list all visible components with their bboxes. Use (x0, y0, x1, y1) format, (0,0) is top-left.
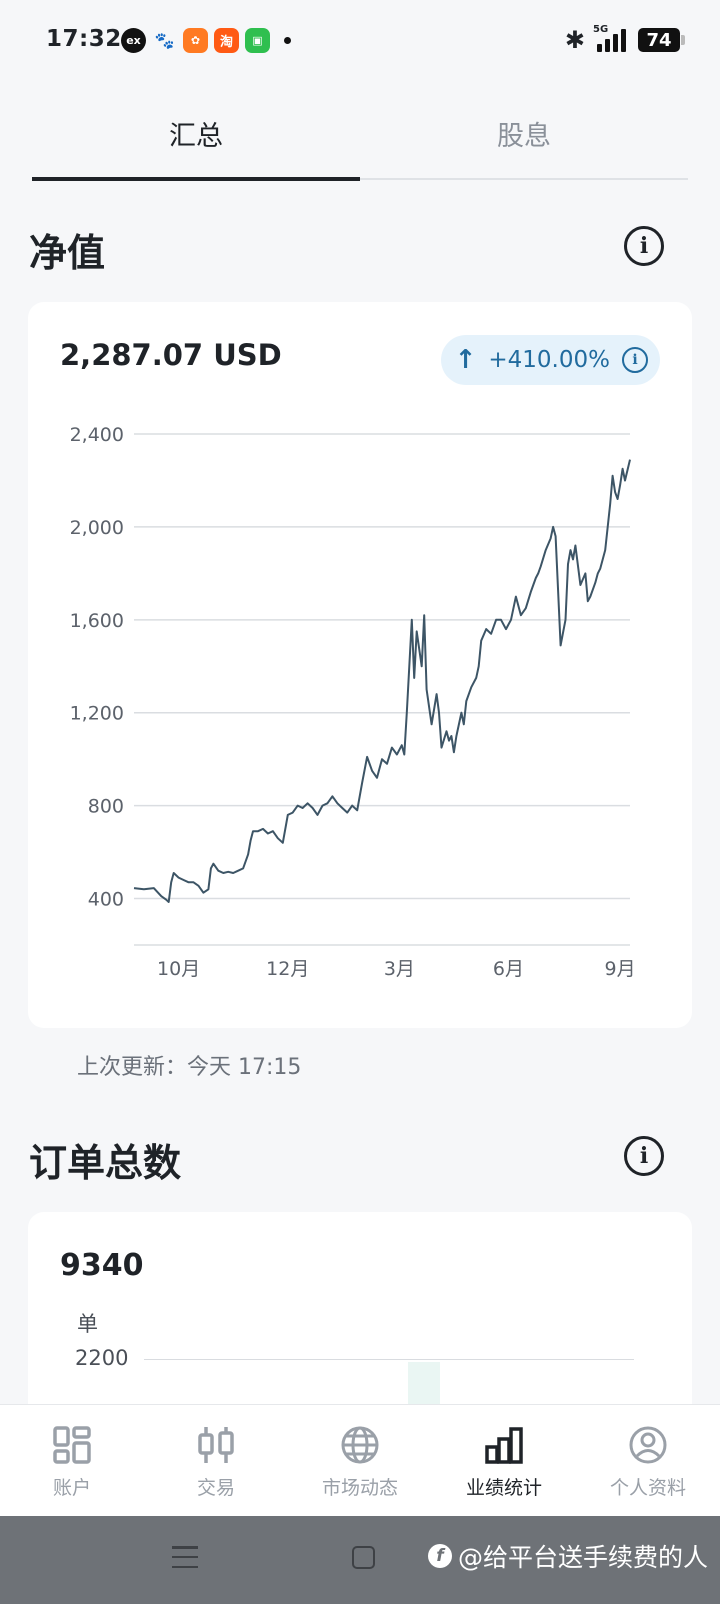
nav-account[interactable]: 账户 (0, 1405, 144, 1516)
orange-app-icon: ✿ (183, 28, 208, 53)
bluetooth-icon: ✱ (564, 26, 585, 54)
x-tick-label: 9月 (605, 958, 636, 980)
baidu-icon: 🐾 (154, 31, 175, 50)
orders-gridline (144, 1359, 634, 1360)
bottom-navigation: 账户 交易 市场动态 业绩统计 个人资料 (0, 1404, 720, 1516)
home-button[interactable] (352, 1546, 375, 1569)
orders-title: 订单总数 (29, 1141, 182, 1185)
status-bar: 17:32 ex 🐾 ✿ 淘 ▣ ✱ 5G 74 (0, 0, 720, 82)
watermark: f @给平台送手续费的人 (427, 1538, 708, 1574)
x-tick-label: 10月 (157, 958, 200, 980)
orders-y-tick: 2200 (75, 1346, 129, 1370)
nav-market-label: 市场动态 (321, 1477, 398, 1499)
y-tick-label: 1,600 (70, 610, 124, 632)
nav-performance-label: 业绩统计 (465, 1477, 542, 1499)
globe-icon (341, 1426, 379, 1464)
y-tick-label: 1,200 (70, 703, 124, 725)
net-value-amount: 2,287.07 USD (60, 338, 282, 372)
y-tick-label: 800 (88, 796, 124, 818)
y-tick-label: 2,400 (70, 424, 124, 446)
nav-performance[interactable]: 业绩统计 (432, 1405, 576, 1516)
nav-profile[interactable]: 个人资料 (576, 1405, 720, 1516)
battery-icon: 74 (638, 28, 685, 52)
recent-apps-button[interactable] (172, 1546, 198, 1568)
net-value-title: 净值 (29, 231, 106, 275)
nav-trade-label: 交易 (196, 1477, 235, 1499)
watermark-text: @给平台送手续费的人 (457, 1543, 708, 1572)
taobao-icon: 淘 (214, 28, 239, 53)
nav-account-label: 账户 (52, 1477, 91, 1499)
x-tick-label: 3月 (384, 958, 415, 980)
nav-trade[interactable]: 交易 (144, 1405, 288, 1516)
status-right: ✱ 5G 74 (564, 24, 685, 54)
info-icon: i (639, 233, 649, 259)
bar-chart-icon (485, 1427, 523, 1464)
nav-market[interactable]: 市场动态 (288, 1405, 432, 1516)
system-navigation-bar: f @给平台送手续费的人 (0, 1516, 720, 1604)
info-icon[interactable]: i (622, 347, 648, 373)
orders-card: 9340 单 2200 (28, 1212, 692, 1432)
notification-icons: ex 🐾 ✿ 淘 ▣ (121, 28, 291, 53)
battery-level: 74 (646, 29, 672, 51)
arrow-up-icon: ↑ (454, 345, 477, 375)
more-notifications-dot (284, 37, 291, 44)
net-value-chart[interactable]: 400 800 1,200 1,600 2,000 2,400 10月 12月 3月 6月 9月 (28, 302, 692, 1028)
y-tick-label: 2,000 (70, 517, 124, 539)
net-value-card: 2,287.07 USD ↑ +410.00% i 400 800 1,200 1,6… (28, 302, 692, 1028)
candlestick-icon (198, 1427, 234, 1463)
tab-dividends[interactable]: 股息 (497, 121, 551, 152)
info-icon: i (639, 1143, 649, 1169)
tab-summary[interactable]: 汇总 (32, 100, 360, 181)
change-percent: +410.00% (488, 347, 610, 373)
orders-unit-label: 单 (77, 1312, 98, 1336)
x-tick-label: 12月 (266, 958, 309, 980)
net-value-series-line (133, 459, 631, 903)
change-badge[interactable]: ↑ +410.00% i (440, 335, 660, 385)
profile-icon (629, 1426, 667, 1464)
message-app-icon: ▣ (245, 28, 270, 53)
ex-app-icon: ex (121, 28, 146, 53)
nav-profile-label: 个人资料 (609, 1477, 686, 1499)
x-tick-label: 6月 (493, 958, 524, 980)
dashboard-icon (53, 1426, 91, 1464)
net-value-info-button[interactable]: i (624, 226, 664, 266)
orders-count: 9340 (60, 1248, 144, 1283)
network-type: 5G (593, 24, 609, 35)
last-updated-text: 上次更新：今天 17:15 (77, 1055, 302, 1080)
status-time: 17:32 (46, 26, 122, 52)
watermark-logo-icon: f (427, 1544, 452, 1568)
y-tick-label: 400 (88, 889, 124, 911)
signal-icon: 5G (593, 24, 626, 52)
orders-info-button[interactable]: i (624, 1136, 664, 1176)
tab-bar: 汇总 股息 (32, 100, 688, 181)
